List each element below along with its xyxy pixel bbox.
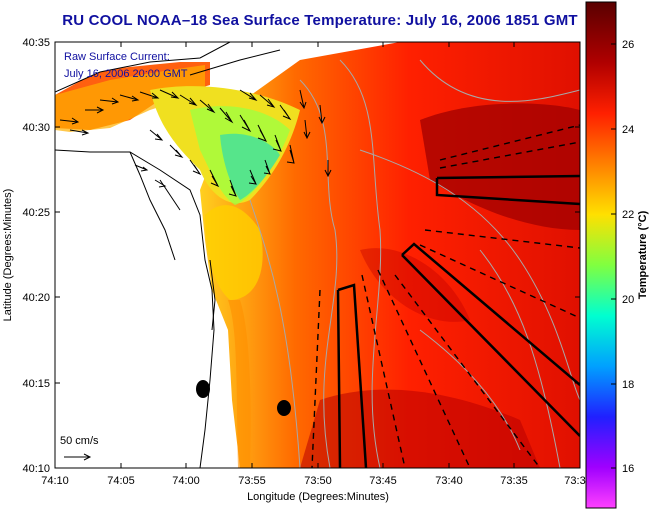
x-tick-7: 73:35 [500,475,528,487]
x-tick-2: 74:00 [172,475,200,487]
x-tick-5: 73:45 [369,475,397,487]
y-tick-1: 40:30 [22,122,50,134]
cbar-tick-5: 16 [622,463,634,475]
cbar-tick-0: 26 [622,39,634,51]
overlay-line2: July 16, 2006 20:00 GMT [64,68,188,80]
y-axis-label: Latitude (Degrees:Minutes) [2,189,14,322]
overlay-line1: Raw Surface Current: [64,51,170,63]
cbar-tick-4: 18 [622,379,634,391]
y-axis: 40:35 40:30 40:25 40:20 40:15 40:10 Lati… [2,37,580,475]
x-axis: 74:10 74:05 74:00 73:55 73:50 73:45 73:4… [41,42,586,503]
y-tick-3: 40:20 [22,292,50,304]
y-tick-0: 40:35 [22,37,50,49]
x-tick-4: 73:50 [304,475,332,487]
cbar-tick-1: 24 [622,124,634,136]
scale-arrow [64,453,92,461]
x-tick-6: 73:40 [435,475,463,487]
cbar-tick-3: 20 [622,294,634,306]
colorbar: 26 24 22 20 18 16 Temperature (°C) [585,1,649,509]
sea-surface-field [55,42,580,468]
x-tick-1: 74:05 [107,475,135,487]
colorbar-scale [585,1,617,509]
y-tick-5: 40:10 [22,463,50,475]
cbar-tick-2: 22 [622,209,634,221]
y-tick-4: 40:15 [22,378,50,390]
x-axis-label: Longitude (Degrees:Minutes) [247,491,389,503]
x-tick-3: 73:55 [238,475,266,487]
scale-label: 50 cm/s [60,435,99,447]
map-title: RU COOL NOAA–18 Sea Surface Temperature:… [62,12,578,29]
y-tick-2: 40:25 [22,207,50,219]
x-tick-8: 73:3 [564,475,585,487]
colorbar-label: Temperature (°C) [637,210,649,299]
x-tick-0: 74:10 [41,475,69,487]
